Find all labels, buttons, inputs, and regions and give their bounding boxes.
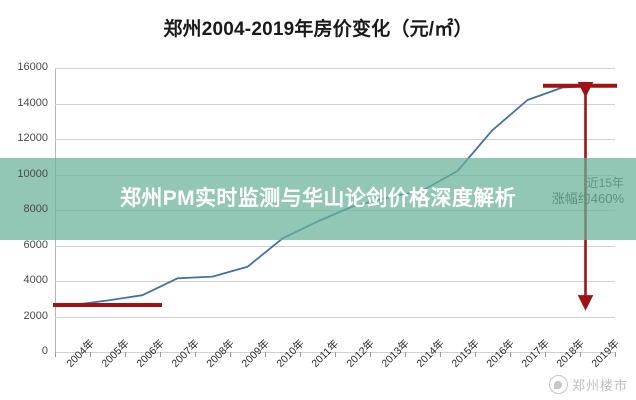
y-axis-tick-label: 4000 xyxy=(23,274,48,286)
gridline xyxy=(55,245,615,247)
x-axis-tick xyxy=(615,352,616,357)
overlay-caption-band: 郑州PM实时监测与华山论剑价格深度解析 xyxy=(0,158,636,240)
x-axis-tick xyxy=(405,352,406,357)
x-axis-tick xyxy=(195,352,196,357)
y-axis-tick-label: 0 xyxy=(41,345,48,357)
y-axis-tick-label: 8000 xyxy=(23,203,48,215)
x-axis-tick xyxy=(230,352,231,357)
x-axis-tick xyxy=(55,352,56,357)
x-axis-tick xyxy=(475,352,476,357)
gridline xyxy=(55,139,615,140)
watermark-label: 郑州楼市 xyxy=(571,378,628,393)
page-title: 郑州2004-2019年房价变化（元/㎡） xyxy=(163,19,473,40)
watermark: 郑州楼市 xyxy=(548,375,628,394)
x-axis-tick xyxy=(90,352,91,357)
gridline xyxy=(55,68,615,69)
y-axis-tick-label: 10000 xyxy=(17,167,48,180)
x-axis-tick xyxy=(580,352,581,357)
gridline xyxy=(55,281,615,282)
y-axis-tick-label: 2000 xyxy=(23,309,48,322)
x-axis-tick xyxy=(370,352,371,357)
x-axis-tick xyxy=(510,352,511,357)
x-axis-tick xyxy=(440,352,441,357)
x-axis-tick xyxy=(125,352,126,357)
x-axis-tick xyxy=(335,352,336,357)
overlay-caption-text: 郑州PM实时监测与华山论剑价格深度解析 xyxy=(119,187,517,211)
x-axis-tick xyxy=(300,352,301,357)
x-axis-tick xyxy=(265,352,266,357)
y-axis-tick-label: 16000 xyxy=(17,61,48,73)
gridline xyxy=(55,316,615,318)
gridline xyxy=(55,103,615,105)
apple-logo-icon xyxy=(548,375,568,394)
x-axis-tick xyxy=(545,352,546,357)
y-axis-tick-label: 14000 xyxy=(17,96,48,109)
y-axis-tick-label: 12000 xyxy=(17,132,48,144)
y-axis-tick-label: 6000 xyxy=(23,238,48,251)
x-axis-tick xyxy=(160,352,161,357)
